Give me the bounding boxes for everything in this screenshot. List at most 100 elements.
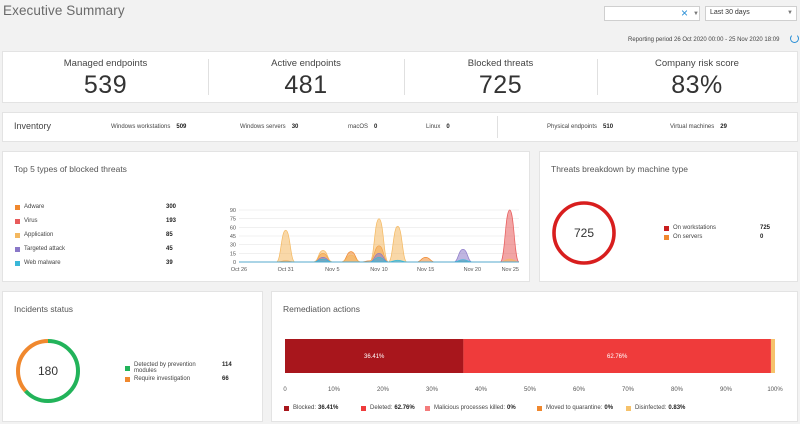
- divider: [404, 59, 405, 95]
- inventory-item-value: 30: [291, 124, 299, 130]
- legend-swatch: [15, 232, 20, 238]
- legend-item[interactable]: Deleted: 62.76%: [361, 405, 415, 411]
- period-select[interactable]: Last 30 days ▼: [705, 6, 797, 21]
- legend-label: On workstations: [673, 225, 717, 231]
- inventory-card: Inventory Windows workstations 509 Window…: [2, 112, 798, 142]
- divider: [497, 116, 498, 138]
- legend-item[interactable]: Application: [15, 232, 53, 238]
- x-tick-label: Nov 20: [464, 267, 481, 272]
- legend-swatch: [361, 405, 366, 411]
- legend-item[interactable]: Disinfected: 0.83%: [626, 405, 685, 411]
- legend-item[interactable]: Malicious processes killed: 0%: [425, 405, 516, 411]
- kpi-value: 83%: [671, 71, 723, 99]
- legend-swatch: [626, 405, 631, 411]
- legend-swatch: [284, 405, 289, 411]
- card-title: Remediation actions: [283, 304, 361, 314]
- refresh-icon[interactable]: [790, 34, 799, 43]
- legend-swatch: [125, 376, 130, 382]
- x-tick-label: Nov 5: [325, 267, 339, 272]
- donut-total: 725: [574, 226, 594, 240]
- legend-label: Web malware: [24, 260, 61, 266]
- inventory-item-label: macOS: [348, 124, 369, 130]
- kpi-active-endpoints[interactable]: Active endpoints 481: [208, 52, 404, 103]
- legend-label: Detected by prevention modules: [134, 362, 196, 374]
- legend-item[interactable]: Detected by prevention modules: [125, 362, 214, 374]
- legend-label: Disinfected:: [635, 405, 667, 411]
- legend-value: 0%: [507, 405, 516, 411]
- inventory-item-label: Windows workstations: [111, 124, 171, 130]
- legend-label: On servers: [673, 234, 703, 240]
- inventory-item-label: Virtual machines: [670, 124, 715, 130]
- remediation-card: Remediation actions 36.41% 62.76% 0 10% 20% 3…: [271, 291, 798, 422]
- y-tick-label: 0: [233, 260, 236, 266]
- x-tick-label: 70%: [622, 387, 635, 393]
- legend-item[interactable]: Web malware: [15, 260, 61, 266]
- legend-item[interactable]: Require investigation: [125, 376, 190, 382]
- donut-slice-workstations[interactable]: [552, 201, 616, 265]
- x-tick-label: 30%: [426, 387, 439, 393]
- inventory-item-label: Windows servers: [240, 124, 286, 130]
- x-tick-label: 50%: [524, 387, 537, 393]
- card-title: Top 5 types of blocked threats: [14, 164, 127, 174]
- legend-value: 85: [166, 232, 173, 238]
- area-series-web-malware[interactable]: [239, 257, 519, 263]
- legend-item[interactable]: Targeted attack: [15, 246, 65, 252]
- incidents-card: Incidents status 180 Detected by prevent…: [2, 291, 263, 422]
- legend-item[interactable]: Moved to quarantine: 0%: [537, 405, 613, 411]
- legend-value: 725: [760, 225, 771, 231]
- inventory-item[interactable]: Windows servers 30: [240, 124, 298, 130]
- kpi-card: Managed endpoints 539 Active endpoints 4…: [2, 51, 798, 103]
- x-tick-label: 80%: [671, 387, 684, 393]
- x-tick-label: 20%: [377, 387, 390, 393]
- kpi-label: Company risk score: [655, 58, 739, 69]
- legend-value: 39: [166, 260, 173, 266]
- legend-item[interactable]: On servers: [664, 234, 702, 240]
- legend-item[interactable]: Blocked: 36.41%: [284, 405, 338, 411]
- inventory-item[interactable]: Linux 0: [426, 124, 450, 130]
- legend-swatch: [15, 204, 20, 210]
- incidents-donut[interactable]: 180: [13, 336, 83, 406]
- legend-label: Require investigation: [134, 376, 191, 382]
- donut-total: 180: [38, 364, 58, 378]
- legend-item[interactable]: Virus: [15, 218, 38, 224]
- x-tick-label: 60%: [573, 387, 586, 393]
- legend-label: Moved to quarantine:: [546, 405, 603, 411]
- legend-value: 114: [222, 362, 232, 368]
- top-threats-card: Top 5 types of blocked threats Adware 300…: [2, 151, 530, 282]
- legend-swatch: [425, 405, 430, 411]
- donut-slice-0[interactable]: [16, 339, 80, 403]
- legend-item[interactable]: On workstations: [664, 225, 716, 231]
- kpi-company-risk-score[interactable]: Company risk score 83%: [597, 52, 797, 103]
- inventory-item-label: Linux: [426, 124, 441, 130]
- y-tick-label: 60: [230, 225, 236, 231]
- chevron-down-icon[interactable]: ▼: [693, 11, 699, 17]
- legend-item[interactable]: Adware: [15, 204, 44, 210]
- legend-label: Deleted:: [370, 405, 393, 411]
- x-tick-label: 0: [283, 387, 287, 393]
- legend-swatch: [125, 365, 130, 371]
- page-title: Executive Summary: [3, 3, 125, 18]
- inventory-item[interactable]: macOS 0: [348, 124, 377, 130]
- legend-value: 0%: [604, 405, 614, 411]
- breakdown-donut[interactable]: 725: [549, 198, 619, 268]
- bar-segment-blocked[interactable]: [285, 339, 464, 373]
- filter-input[interactable]: × ▼: [604, 6, 700, 21]
- x-tick-label: Oct 26: [231, 267, 247, 272]
- period-selected-value: Last 30 days: [710, 9, 750, 16]
- legend-value: 0.83%: [668, 405, 686, 411]
- kpi-value: 725: [478, 71, 523, 99]
- y-tick-label: 30: [230, 243, 236, 249]
- y-tick-label: 15: [230, 251, 236, 257]
- kpi-managed-endpoints[interactable]: Managed endpoints 539: [3, 52, 208, 103]
- kpi-blocked-threats[interactable]: Blocked threats 725: [404, 52, 597, 103]
- inventory-item[interactable]: Virtual machines 29: [670, 124, 727, 130]
- bar-segment-deleted[interactable]: [463, 339, 771, 373]
- inventory-item[interactable]: Windows workstations 509: [111, 124, 186, 130]
- bar-segment-disinfected[interactable]: [770, 339, 775, 373]
- legend-value: 0: [760, 234, 764, 240]
- legend-label: Targeted attack: [24, 246, 66, 252]
- legend-value: 300: [166, 204, 177, 210]
- inventory-item[interactable]: Physical endpoints 510: [547, 124, 613, 130]
- x-tick-label: Nov 15: [417, 267, 434, 272]
- clear-icon[interactable]: ×: [681, 6, 689, 20]
